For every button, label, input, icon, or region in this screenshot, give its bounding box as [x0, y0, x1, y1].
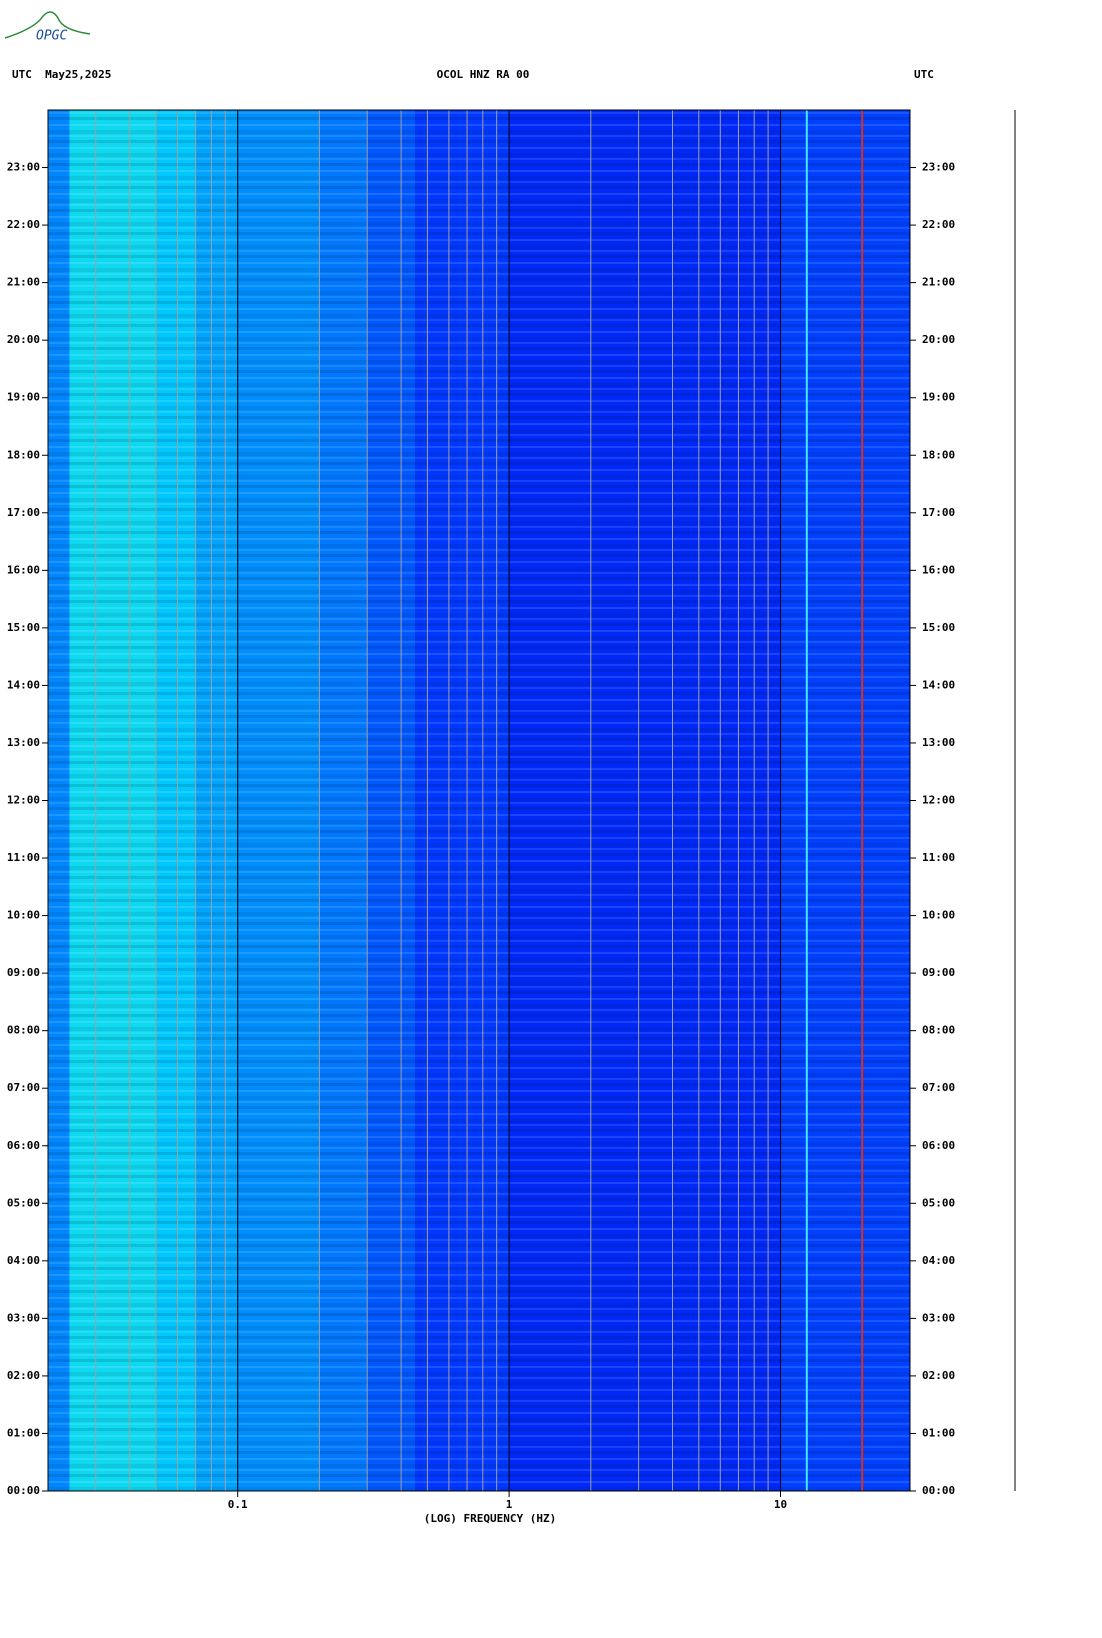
y-tick-label-right: 11:00 [922, 851, 955, 864]
y-tick-label: 04:00 [7, 1254, 40, 1267]
y-tick-label: 22:00 [7, 218, 40, 231]
y-tick-label-right: 08:00 [922, 1024, 955, 1037]
x-axis-label: (LOG) FREQUENCY (HZ) [424, 1512, 556, 1525]
logo: OPGC [36, 29, 67, 44]
y-tick-label: 17:00 [7, 506, 40, 519]
y-tick-label: 14:00 [7, 678, 40, 691]
x-tick-label: 10 [774, 1498, 787, 1511]
y-tick-label: 13:00 [7, 736, 40, 749]
y-tick-label: 00:00 [7, 1484, 40, 1497]
texture [48, 110, 910, 1491]
y-tick-label-right: 02:00 [922, 1369, 955, 1382]
y-tick-label-right: 19:00 [922, 391, 955, 404]
y-tick-label-right: 10:00 [922, 909, 955, 922]
y-tick-label: 19:00 [7, 391, 40, 404]
y-tick-label-right: 17:00 [922, 506, 955, 519]
y-tick-label-right: 09:00 [922, 966, 955, 979]
y-tick-label-right: 15:00 [922, 621, 955, 634]
y-tick-label: 01:00 [7, 1426, 40, 1439]
y-tick-label: 15:00 [7, 621, 40, 634]
y-tick-label-right: 00:00 [922, 1484, 955, 1497]
y-tick-label-right: 04:00 [922, 1254, 955, 1267]
y-tick-label-right: 16:00 [922, 563, 955, 576]
y-tick-label-right: 18:00 [922, 448, 955, 461]
y-tick-label: 20:00 [7, 333, 40, 346]
y-tick-label-right: 14:00 [922, 678, 955, 691]
y-tick-label: 16:00 [7, 563, 40, 576]
y-tick-label: 12:00 [7, 794, 40, 807]
left-header: UTC May25,2025 [12, 68, 111, 81]
y-tick-label-right: 13:00 [922, 736, 955, 749]
right-header: UTC [914, 68, 934, 81]
x-tick-label: 1 [506, 1498, 513, 1511]
y-tick-label-right: 12:00 [922, 794, 955, 807]
y-tick-label-right: 05:00 [922, 1196, 955, 1209]
y-tick-label-right: 23:00 [922, 161, 955, 174]
y-tick-label: 07:00 [7, 1081, 40, 1094]
y-tick-label: 05:00 [7, 1196, 40, 1209]
y-tick-label: 18:00 [7, 448, 40, 461]
y-tick-label: 08:00 [7, 1024, 40, 1037]
y-tick-label: 02:00 [7, 1369, 40, 1382]
y-tick-label-right: 06:00 [922, 1139, 955, 1152]
y-tick-label-right: 07:00 [922, 1081, 955, 1094]
y-tick-label-right: 22:00 [922, 218, 955, 231]
y-tick-label-right: 20:00 [922, 333, 955, 346]
y-tick-label-right: 01:00 [922, 1426, 955, 1439]
logo-curve [4, 11, 91, 39]
y-tick-label-right: 21:00 [922, 276, 955, 289]
y-tick-label: 09:00 [7, 966, 40, 979]
y-tick-label: 10:00 [7, 909, 40, 922]
y-tick-label: 03:00 [7, 1311, 40, 1324]
y-tick-label-right: 03:00 [922, 1311, 955, 1324]
y-tick-label: 11:00 [7, 851, 40, 864]
y-tick-label: 21:00 [7, 276, 40, 289]
chart-title: OCOL HNZ RA 00 [437, 68, 530, 81]
x-tick-label: 0.1 [228, 1498, 248, 1511]
y-tick-label: 06:00 [7, 1139, 40, 1152]
y-tick-label: 23:00 [7, 161, 40, 174]
